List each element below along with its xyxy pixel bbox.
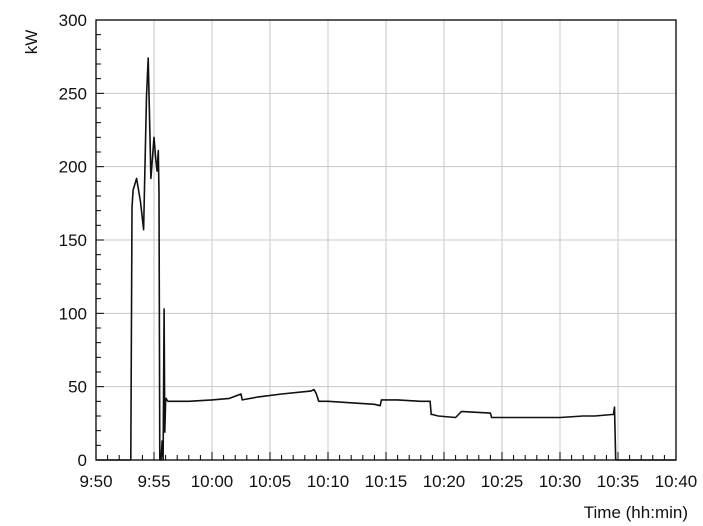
x-tick-label: 10:25 — [481, 472, 524, 491]
y-tick-label: 150 — [59, 231, 87, 250]
y-tick-labels: 0 50 100 150 200 250 300 — [59, 11, 87, 470]
x-tick-label: 10:10 — [307, 472, 350, 491]
series-line-0 — [96, 57, 676, 461]
x-tick-label: 10:20 — [423, 472, 466, 491]
x-tick-label: 9:55 — [137, 472, 170, 491]
y-tick-label: 300 — [59, 11, 87, 30]
axis-ticks — [95, 19, 677, 461]
x-tick-label: 10:00 — [191, 472, 234, 491]
x-tick-label: 10:40 — [655, 472, 698, 491]
y-tick-label: 100 — [59, 304, 87, 323]
x-tick-label: 10:05 — [249, 472, 292, 491]
y-tick-label: 250 — [59, 84, 87, 103]
x-tick-label: 10:15 — [365, 472, 408, 491]
x-tick-labels: 9:50 9:55 10:00 10:05 10:10 10:15 10:20 10:25 10… — [79, 472, 697, 491]
x-tick-label: 9:50 — [79, 472, 112, 491]
x-tick-label: 10:35 — [597, 472, 640, 491]
series-group — [96, 57, 676, 461]
x-tick-label: 10:30 — [539, 472, 582, 491]
y-axis-label: kW — [22, 30, 41, 55]
x-axis-label: Time (hh:min) — [584, 503, 688, 522]
y-tick-label: 0 — [78, 451, 87, 470]
y-tick-label: 200 — [59, 158, 87, 177]
y-tick-label: 50 — [68, 378, 87, 397]
grid-lines — [96, 20, 676, 460]
